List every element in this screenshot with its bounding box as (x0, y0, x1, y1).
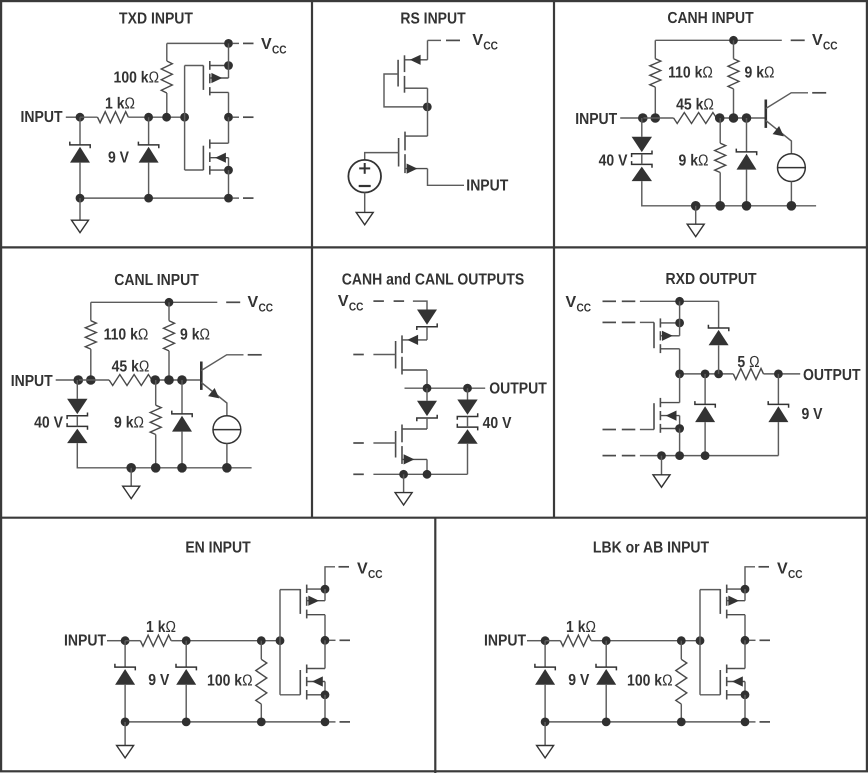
svg-text:CC: CC (349, 301, 364, 313)
svg-text:100 kΩ: 100 kΩ (627, 673, 673, 690)
svg-text:5 Ω: 5 Ω (737, 354, 759, 371)
svg-text:OUTPUT: OUTPUT (803, 367, 861, 384)
svg-text:V: V (338, 293, 349, 310)
svg-text:V: V (248, 294, 259, 311)
svg-text:LBK or AB INPUT: LBK or AB INPUT (593, 540, 709, 557)
svg-text:INPUT: INPUT (575, 111, 617, 128)
svg-text:RXD OUTPUT: RXD OUTPUT (666, 271, 757, 288)
svg-text:RS INPUT: RS INPUT (400, 11, 466, 28)
svg-text:V: V (812, 32, 823, 49)
svg-text:CC: CC (368, 569, 383, 581)
svg-text:9 kΩ: 9 kΩ (745, 65, 775, 82)
svg-text:9 V: 9 V (801, 406, 822, 423)
svg-text:CC: CC (823, 40, 838, 52)
svg-text:CC: CC (788, 569, 803, 581)
svg-text:INPUT: INPUT (64, 633, 106, 650)
svg-text:INPUT: INPUT (484, 633, 526, 650)
svg-text:CANH INPUT: CANH INPUT (667, 10, 754, 27)
svg-text:INPUT: INPUT (21, 109, 63, 126)
svg-text:100 kΩ: 100 kΩ (207, 673, 253, 690)
svg-text:110 kΩ: 110 kΩ (668, 65, 713, 82)
svg-text:110 kΩ: 110 kΩ (104, 327, 149, 344)
svg-text:V: V (566, 294, 577, 311)
svg-text:CC: CC (577, 303, 592, 315)
svg-text:OUTPUT: OUTPUT (489, 380, 547, 397)
svg-text:1 kΩ: 1 kΩ (105, 95, 135, 112)
svg-text:40 V: 40 V (34, 414, 63, 431)
svg-text:V: V (472, 32, 483, 49)
svg-text:CANH and CANL OUTPUTS: CANH and CANL OUTPUTS (342, 272, 525, 289)
svg-text:9 kΩ: 9 kΩ (679, 152, 709, 169)
svg-text:40 V: 40 V (483, 415, 512, 432)
svg-text:CC: CC (483, 40, 498, 52)
svg-text:100 kΩ: 100 kΩ (114, 70, 160, 87)
svg-text:9 kΩ: 9 kΩ (180, 327, 210, 344)
svg-text:V: V (357, 561, 368, 578)
svg-text:CC: CC (272, 44, 287, 56)
svg-text:9 V: 9 V (568, 672, 589, 689)
svg-text:1 kΩ: 1 kΩ (566, 619, 596, 636)
svg-text:V: V (777, 561, 788, 578)
svg-text:9 V: 9 V (108, 150, 129, 167)
svg-text:45 kΩ: 45 kΩ (112, 358, 150, 375)
svg-text:CANL INPUT: CANL INPUT (114, 272, 199, 289)
svg-text:TXD INPUT: TXD INPUT (119, 11, 193, 28)
svg-text:INPUT: INPUT (11, 373, 53, 390)
svg-text:45 kΩ: 45 kΩ (676, 96, 714, 113)
svg-text:CC: CC (259, 302, 274, 314)
svg-text:9 kΩ: 9 kΩ (114, 414, 144, 431)
svg-text:9 V: 9 V (148, 672, 169, 689)
svg-text:INPUT: INPUT (466, 177, 508, 194)
svg-text:EN INPUT: EN INPUT (185, 540, 251, 557)
svg-text:1 kΩ: 1 kΩ (146, 619, 176, 636)
svg-text:V: V (261, 36, 272, 53)
svg-text:40 V: 40 V (599, 152, 628, 169)
